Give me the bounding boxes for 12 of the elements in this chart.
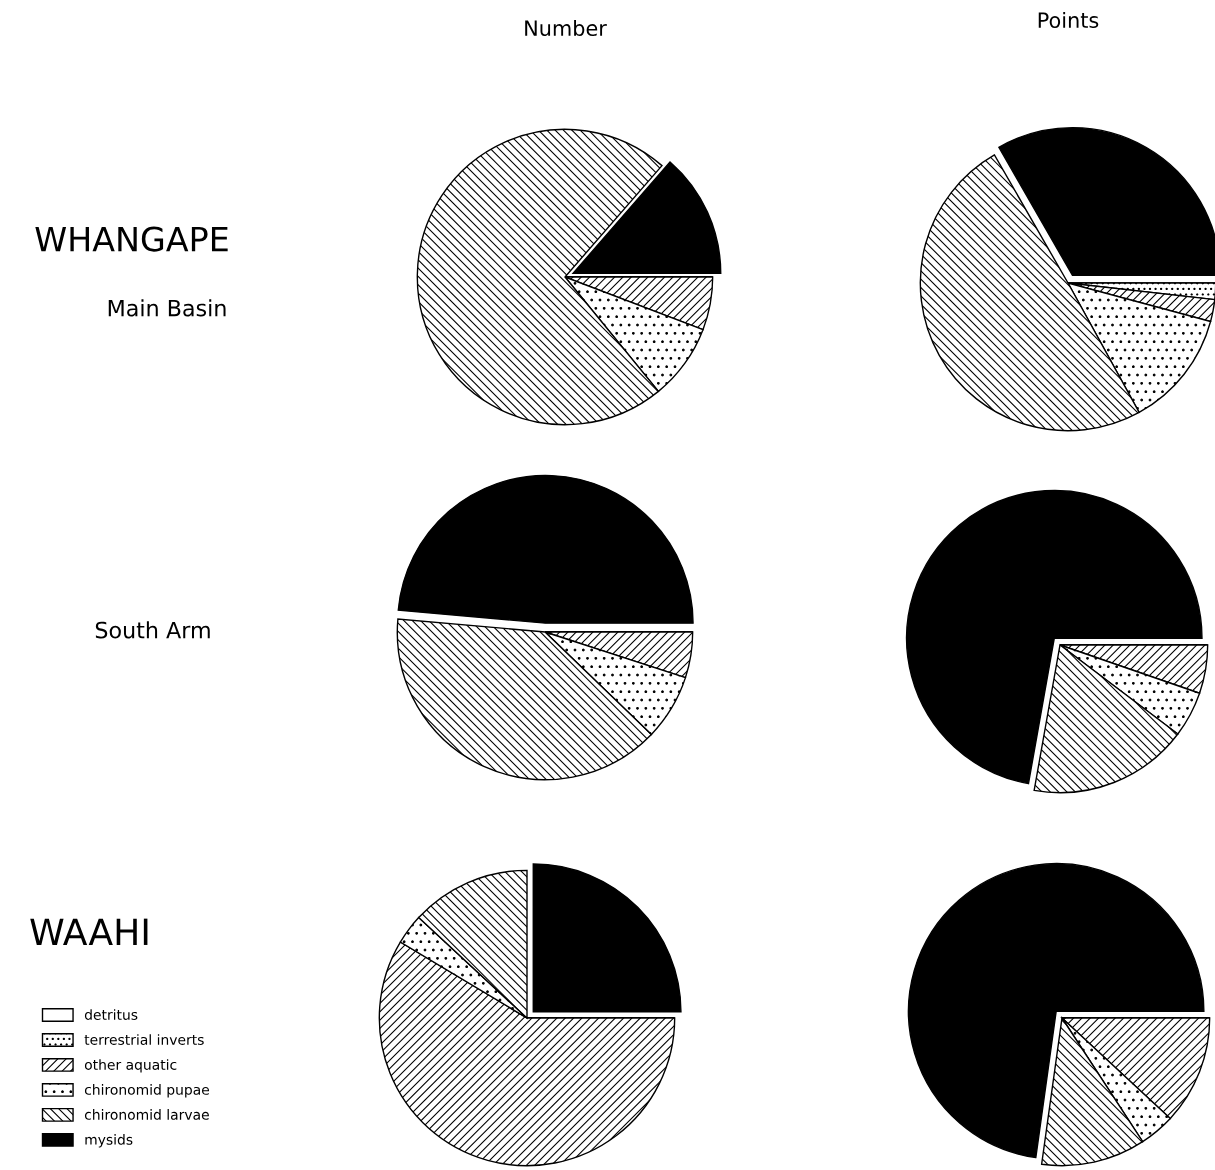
text: WAAHI <box>30 918 148 945</box>
legend-label: chironomid larvae <box>84 1109 209 1120</box>
legend-label: other aquatic <box>84 1059 177 1073</box>
text: South Arm <box>95 621 210 639</box>
legend-label: chironomid pupae <box>84 1084 210 1098</box>
legend-label: mysids <box>85 1134 133 1148</box>
text: WHANGAPE <box>35 226 228 252</box>
text: Main Basin <box>108 299 226 317</box>
chart-title: Number <box>525 19 607 37</box>
chart-title: Points <box>1038 11 1099 29</box>
legend-label: terrestrial inverts <box>84 1034 204 1045</box>
legend-label: detritus <box>84 1009 138 1020</box>
